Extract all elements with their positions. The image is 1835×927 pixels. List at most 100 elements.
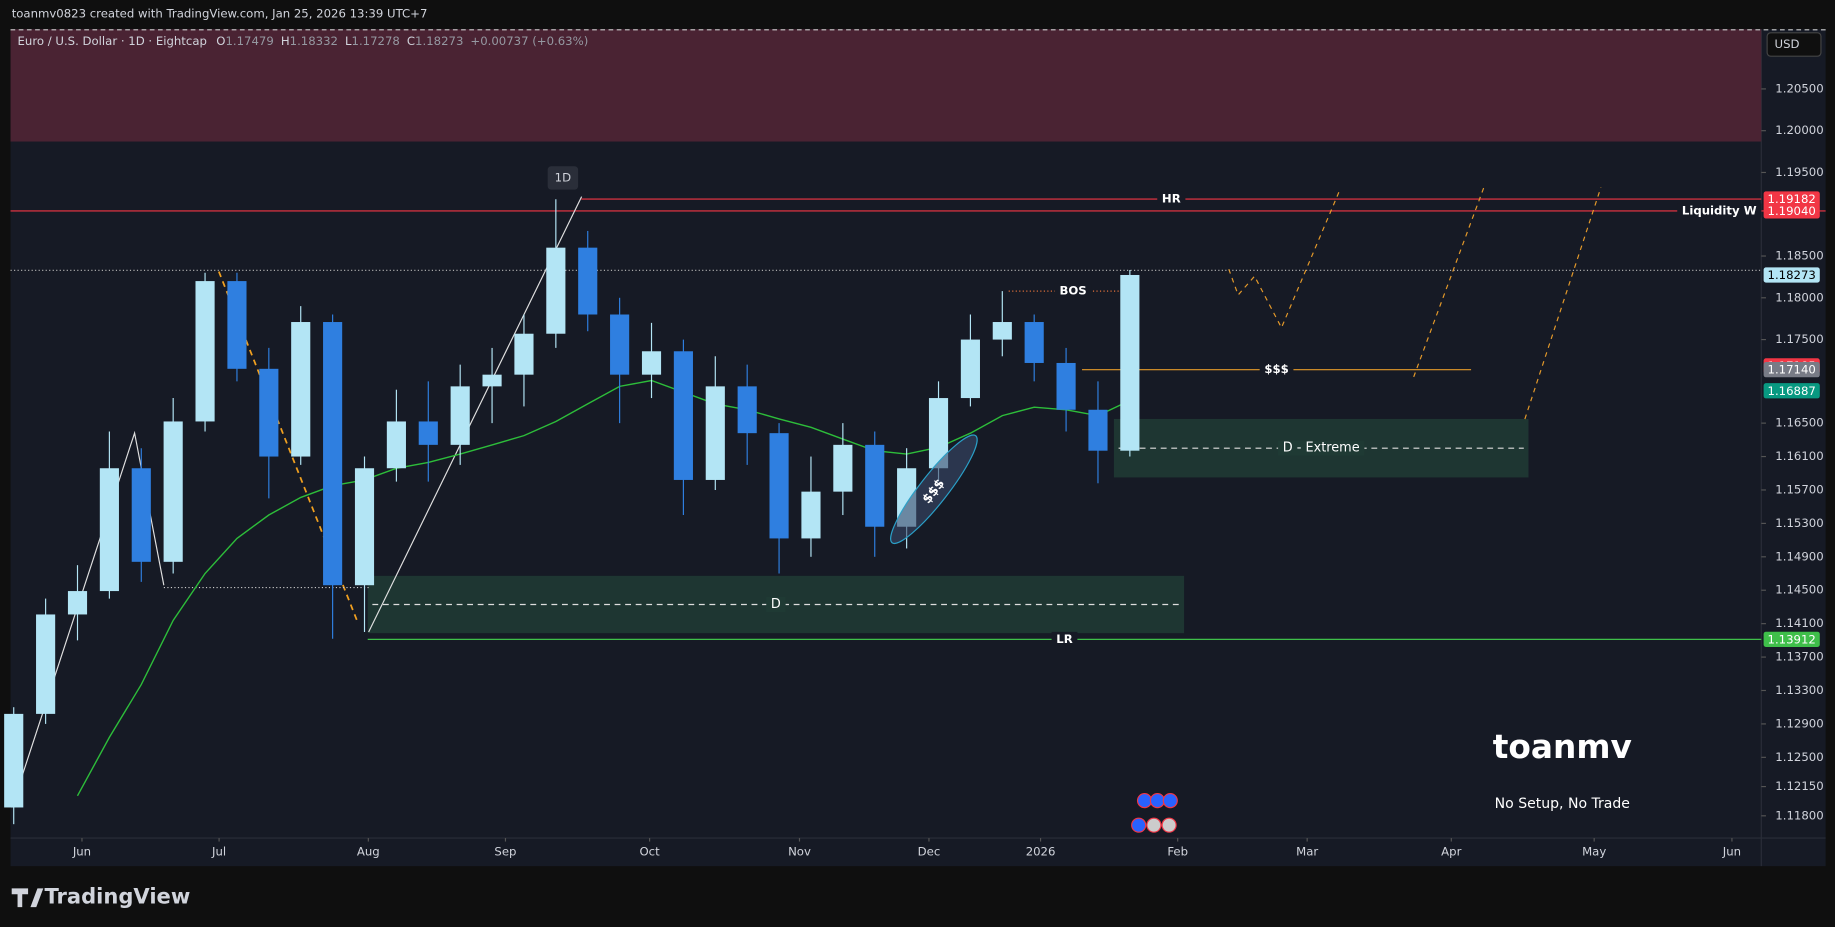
x-tick-label: Jul: [211, 845, 226, 859]
candle-body: [1024, 322, 1044, 363]
symbol: Euro / U.S. Dollar · 1D · Eightcap: [18, 33, 207, 47]
candle-body: [514, 333, 534, 375]
price-tag-label: 1.13912: [1768, 632, 1816, 646]
author: toanmv: [1493, 728, 1632, 766]
candle-body: [960, 339, 980, 399]
y-tick-label: 1.11800: [1775, 808, 1823, 822]
candle-body: [450, 386, 470, 445]
y-tick-label: 1.15300: [1775, 516, 1823, 530]
candles-layer: [4, 199, 1140, 825]
x-tick-label: Jun: [72, 845, 91, 859]
y-tick-label: 1.13700: [1775, 650, 1823, 664]
candle-body: [195, 281, 215, 422]
currency: USD: [1775, 37, 1800, 51]
price-tag-label: 1.19182: [1768, 192, 1816, 206]
liquidity-sweep: [890, 434, 978, 545]
timeframe-badge: [547, 166, 579, 190]
y-tick-label: 1.12900: [1775, 716, 1823, 730]
price-tag: [1763, 383, 1820, 399]
ohlc-key: O: [216, 33, 225, 47]
zone-label: D: [771, 597, 781, 612]
candle-body: [801, 491, 821, 539]
candle-body: [992, 322, 1012, 340]
price-tag: [1763, 203, 1820, 219]
candle-body: [641, 351, 662, 375]
price-tag-label: 1.17140: [1768, 363, 1816, 377]
x-tick-label: Mar: [1296, 845, 1318, 859]
price-tag: [1763, 267, 1820, 283]
x-tick-label: Nov: [788, 845, 811, 859]
label-bg: [1278, 440, 1365, 456]
y-tick-label: 1.12150: [1775, 779, 1823, 793]
x-tick-label: 2026: [1026, 845, 1056, 859]
zones-layer: D D - Extreme HR Liquidity W BOS $$$ LR: [10, 29, 1826, 646]
projection-path: [1228, 189, 1341, 330]
y-tick-label: 1.20000: [1775, 123, 1823, 137]
price-tag-label: 1.16887: [1768, 384, 1816, 398]
candle-body: [705, 386, 725, 480]
y-tick-label: 1.20500: [1775, 81, 1823, 95]
axis-layer: 1.11800 1.12150 1.12500 1.12900 1.13300 1.137…: [72, 81, 1824, 858]
price-axis: [1761, 29, 1826, 867]
x-tick-label: Feb: [1167, 845, 1188, 859]
price-tag-label: 1.18273: [1768, 268, 1816, 282]
candle-body: [291, 322, 311, 457]
y-tick-label: 1.13300: [1775, 683, 1823, 697]
price-tag-label: 1.19040: [1768, 204, 1816, 218]
y-tick-label: 1.15700: [1775, 482, 1823, 496]
structure-line: [368, 196, 583, 633]
candle-body: [386, 421, 406, 469]
zone-label: D - Extreme: [1283, 441, 1360, 456]
ohlc-value: 1.18273: [415, 33, 463, 47]
x-tick-label: Oct: [639, 845, 660, 859]
y-tick-label: 1.14100: [1775, 616, 1823, 630]
candle-body: [578, 247, 598, 315]
ohlc-key: L: [345, 33, 352, 47]
projection-path: [1524, 187, 1602, 420]
x-tick-label: Apr: [1441, 845, 1461, 859]
price-tag: [1763, 362, 1820, 378]
level-label: LR: [1056, 632, 1072, 646]
candle-body: [131, 468, 151, 562]
candle-body: [928, 398, 949, 469]
ohlc-value: 1.17278: [352, 33, 400, 47]
candle-body: [865, 444, 885, 527]
label-bg: [1157, 191, 1186, 206]
currency-badge[interactable]: [1766, 32, 1822, 57]
label-bg: [1677, 203, 1762, 218]
y-tick-label: 1.17500: [1775, 332, 1823, 346]
level-label: HR: [1162, 192, 1181, 206]
y-tick-label: 1.19500: [1775, 165, 1823, 179]
x-tick-label: May: [1582, 845, 1606, 859]
candle-body: [769, 433, 789, 539]
label-bg: [1054, 283, 1092, 298]
candle-body: [610, 314, 630, 375]
candle-body: [67, 591, 88, 615]
candle-body: [1056, 362, 1076, 410]
candle-body: [323, 322, 343, 586]
label-bg: [766, 597, 786, 613]
candle-body: [163, 421, 183, 562]
candle-body: [1120, 274, 1140, 451]
x-tick-label: Jun: [1722, 845, 1741, 859]
candle-body: [4, 713, 24, 808]
x-tick-label: Sep: [494, 845, 516, 859]
brand-logo: [11, 888, 44, 908]
candle-body: [354, 468, 375, 586]
ohlc-value: 1.17479: [225, 33, 273, 47]
price-tag: [1763, 631, 1820, 647]
credit: toanmv0823 created with TradingView.com,…: [12, 7, 428, 21]
timeframe-note: 1D: [555, 170, 571, 184]
price-tag: [1763, 191, 1820, 207]
label-bg: [1051, 631, 1078, 646]
y-tick-label: 1.16500: [1775, 416, 1823, 430]
symbol-legend: Euro / U.S. Dollar · 1D · Eightcap O1.174…: [18, 33, 589, 47]
ohlc-key: H: [281, 33, 290, 47]
change: +0.00737 (+0.63%): [470, 33, 588, 47]
label-bg: [1259, 362, 1294, 377]
y-tick-label: 1.16100: [1775, 449, 1823, 463]
ohlc-key: C: [407, 33, 415, 47]
level-label: Liquidity W: [1682, 203, 1757, 217]
